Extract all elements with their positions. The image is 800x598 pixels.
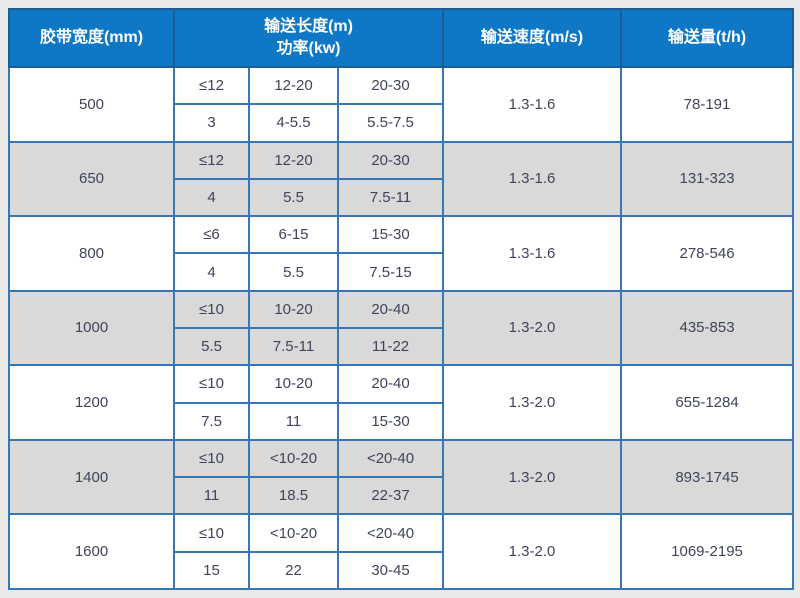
power-cell: 11 (248, 401, 339, 441)
speed-cell: 1.3-1.6 (442, 66, 623, 143)
power-cell: 5.5 (248, 177, 339, 218)
length-cell: ≤12 (173, 140, 250, 180)
length-cell: <10-20 (248, 513, 339, 553)
length-cell: ≤10 (173, 513, 250, 553)
power-cell: 22-37 (336, 476, 445, 516)
table-row: 4 5.5 7.5-15 (9, 252, 793, 292)
power-cell: 15-30 (336, 401, 445, 441)
length-cell: 12-20 (248, 140, 339, 180)
spec-table: 胶带宽度(mm) 输送长度(m) 功率(kw) 输送速度(m/s) 输送量(t/… (8, 8, 795, 591)
speed-cell: 1.3-1.6 (442, 140, 623, 218)
power-cell: 11 (173, 476, 250, 516)
capacity-cell: 1069-2195 (620, 513, 795, 590)
power-cell: 5.5-7.5 (336, 103, 445, 143)
length-cell: <20-40 (336, 438, 445, 479)
power-cell: 3 (173, 103, 250, 143)
capacity-cell: 893-1745 (620, 438, 795, 516)
length-cell: 20-40 (336, 289, 445, 329)
power-cell: 18.5 (248, 476, 339, 516)
power-cell: 22 (248, 550, 339, 591)
table-row: 1400 ≤10 <10-20 <20-40 1.3-2.0 893-1745 (8, 438, 795, 516)
header-power-line: 功率(kw) (276, 40, 341, 57)
power-cell: 7.5 (173, 401, 250, 441)
table-row: 7.5 11 15-30 (9, 401, 793, 441)
header-belt-width: 胶带宽度(mm) (8, 8, 175, 68)
length-cell: 20-30 (336, 65, 445, 106)
capacity-cell: 78-191 (620, 66, 795, 143)
header-speed: 输送速度(m/s) (442, 8, 623, 68)
table-header: 胶带宽度(mm) 输送长度(m) 功率(kw) 输送速度(m/s) 输送量(t/… (8, 8, 795, 68)
length-cell: ≤6 (173, 215, 250, 255)
capacity-cell: 131-323 (620, 140, 795, 218)
capacity-cell: 435-853 (620, 289, 795, 367)
power-cell: 5.5 (248, 252, 339, 292)
power-cell: 4-5.5 (248, 103, 339, 143)
table-row: 1200 ≤10 10-20 20-40 1.3-2.0 655-1284 (8, 364, 795, 441)
table-row: 650 ≤12 12-20 20-30 1.3-1.6 131-323 (8, 140, 795, 218)
belt-width-cell: 800 (8, 215, 175, 292)
length-cell: 6-15 (248, 215, 339, 255)
length-cell: ≤10 (173, 438, 250, 479)
header-capacity: 输送量(t/h) (620, 8, 795, 68)
length-cell: ≤12 (173, 65, 250, 106)
header-length-line: 输送长度(m) (264, 18, 353, 36)
speed-cell: 1.3-1.6 (442, 215, 623, 292)
power-cell: 4 (173, 177, 250, 218)
speed-cell: 1.3-2.0 (442, 364, 623, 441)
power-cell: 7.5-11 (336, 177, 445, 218)
table-row: 5.5 7.5-11 11-22 (9, 326, 793, 367)
table-row: 1600 ≤10 <10-20 <20-40 1.3-2.0 1069-2195 (8, 513, 795, 590)
length-cell: <20-40 (336, 513, 445, 553)
table-row: 800 ≤6 6-15 15-30 1.3-1.6 278-546 (8, 215, 795, 292)
length-cell: 10-20 (248, 289, 339, 329)
capacity-cell: 655-1284 (620, 364, 795, 441)
table-row: 500 ≤12 12-20 20-30 1.3-1.6 78-191 (8, 65, 795, 143)
belt-width-cell: 1400 (8, 438, 175, 516)
table-row: 3 4-5.5 5.5-7.5 (9, 103, 793, 143)
header-length-power: 输送长度(m) 功率(kw) (172, 8, 445, 68)
power-cell: 5.5 (173, 326, 250, 367)
length-cell: <10-20 (248, 438, 339, 479)
length-cell: ≤10 (173, 364, 250, 404)
length-cell: 20-30 (336, 140, 445, 180)
speed-cell: 1.3-2.0 (442, 438, 623, 516)
length-cell: 20-40 (336, 364, 445, 404)
table-row: 4 5.5 7.5-11 (9, 177, 793, 218)
belt-width-cell: 1600 (8, 513, 175, 590)
power-cell: 11-22 (336, 326, 445, 367)
belt-width-cell: 1200 (8, 364, 175, 441)
speed-cell: 1.3-2.0 (442, 513, 623, 590)
belt-width-cell: 1000 (8, 289, 175, 367)
capacity-cell: 278-546 (620, 215, 795, 292)
length-cell: 10-20 (248, 364, 339, 404)
belt-width-cell: 500 (8, 66, 175, 143)
table-row: 15 22 30-45 (9, 550, 793, 591)
power-cell: 30-45 (336, 550, 445, 591)
header-row: 胶带宽度(mm) 输送长度(m) 功率(kw) 输送速度(m/s) 输送量(t/… (8, 8, 795, 68)
length-cell: ≤10 (173, 289, 250, 329)
power-cell: 4 (173, 252, 250, 292)
belt-width-cell: 650 (8, 140, 175, 218)
speed-cell: 1.3-2.0 (442, 289, 623, 367)
power-cell: 7.5-15 (336, 252, 445, 292)
power-cell: 7.5-11 (248, 326, 339, 367)
table-row: 1000 ≤10 10-20 20-40 1.3-2.0 435-853 (8, 289, 795, 367)
table-row: 11 18.5 22-37 (9, 476, 793, 516)
power-cell: 15 (173, 550, 250, 591)
length-cell: 12-20 (248, 65, 339, 106)
table-body: 500 ≤12 12-20 20-30 1.3-1.6 78-191 3 4-5.5 5.5-7… (8, 65, 795, 591)
length-cell: 15-30 (336, 215, 445, 255)
